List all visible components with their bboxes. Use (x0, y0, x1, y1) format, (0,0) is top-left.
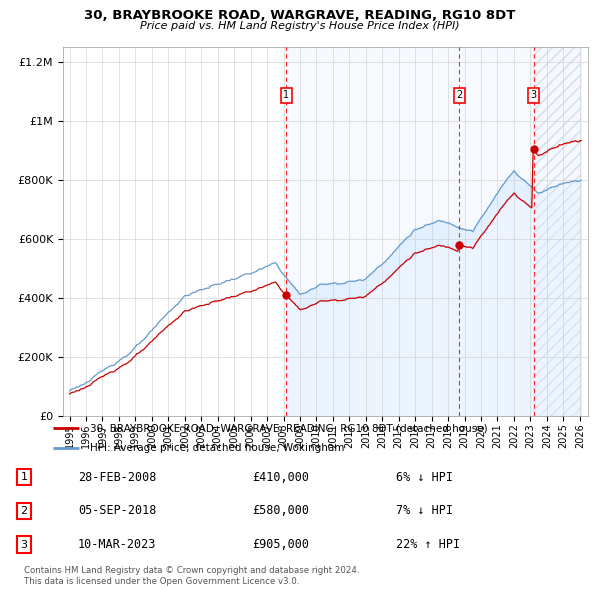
Text: 28-FEB-2008: 28-FEB-2008 (78, 471, 157, 484)
Text: 05-SEP-2018: 05-SEP-2018 (78, 504, 157, 517)
Text: £905,000: £905,000 (252, 538, 309, 551)
Text: 1: 1 (283, 90, 289, 100)
Text: 1: 1 (20, 473, 28, 483)
Text: Contains HM Land Registry data © Crown copyright and database right 2024.: Contains HM Land Registry data © Crown c… (24, 566, 359, 575)
Text: £410,000: £410,000 (252, 471, 309, 484)
Text: Price paid vs. HM Land Registry's House Price Index (HPI): Price paid vs. HM Land Registry's House … (140, 21, 460, 31)
Text: This data is licensed under the Open Government Licence v3.0.: This data is licensed under the Open Gov… (24, 577, 299, 586)
Text: 30, BRAYBROOKE ROAD, WARGRAVE, READING, RG10 8DT (detached house): 30, BRAYBROOKE ROAD, WARGRAVE, READING, … (89, 424, 487, 434)
Text: HPI: Average price, detached house, Wokingham: HPI: Average price, detached house, Woki… (89, 442, 344, 453)
Text: 2: 2 (20, 506, 28, 516)
Text: £580,000: £580,000 (252, 504, 309, 517)
Text: 7% ↓ HPI: 7% ↓ HPI (396, 504, 453, 517)
Text: 30, BRAYBROOKE ROAD, WARGRAVE, READING, RG10 8DT: 30, BRAYBROOKE ROAD, WARGRAVE, READING, … (85, 9, 515, 22)
Text: 2: 2 (456, 90, 463, 100)
Text: 3: 3 (530, 90, 536, 100)
Text: 10-MAR-2023: 10-MAR-2023 (78, 538, 157, 551)
Text: 6% ↓ HPI: 6% ↓ HPI (396, 471, 453, 484)
Text: 22% ↑ HPI: 22% ↑ HPI (396, 538, 460, 551)
Text: 3: 3 (20, 539, 28, 549)
